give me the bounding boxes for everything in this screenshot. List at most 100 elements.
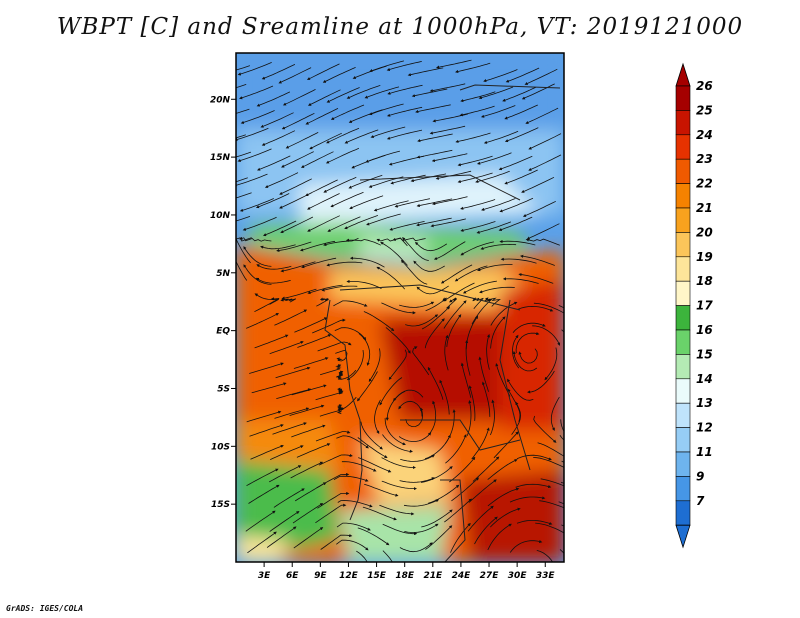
lat-tick-label: 15N (210, 153, 231, 163)
streamline (421, 509, 453, 528)
streamline (478, 86, 514, 100)
streamline (337, 500, 373, 508)
streamline (239, 198, 274, 212)
streamline (264, 172, 299, 188)
streamline (275, 366, 311, 379)
streamline (300, 151, 334, 168)
streamline (240, 110, 275, 124)
borders (324, 84, 561, 562)
streamline (487, 459, 518, 480)
colorbar-segment (675, 232, 691, 258)
field-light-green (360, 235, 430, 262)
streamline (454, 265, 488, 282)
lon-tick-label: 6E (286, 571, 299, 581)
streamline (490, 399, 495, 436)
border-sahel (359, 174, 521, 201)
streamline (260, 112, 294, 128)
map-axes: 20N 15N 10N 5N EQ 5S 10S 15S 3E 6E 9E 12E 15E 18E 21E 2… (210, 95, 556, 581)
streamline (487, 523, 512, 551)
streamline (471, 298, 493, 325)
streamline (333, 300, 368, 307)
streamline (518, 348, 538, 364)
streamline (474, 516, 498, 545)
streamline (246, 468, 279, 487)
field-sw-pale (236, 535, 290, 562)
colorbar-segment (675, 85, 691, 111)
streamline (293, 357, 329, 369)
streamline (322, 67, 356, 83)
streamline (467, 505, 494, 532)
streamline (528, 154, 562, 171)
streamline (533, 415, 557, 443)
streamline (269, 510, 300, 532)
streamline (443, 282, 475, 302)
streamline (246, 313, 280, 329)
streamline (236, 216, 251, 222)
streamline (344, 129, 379, 144)
streamline (468, 479, 497, 503)
streamline (362, 506, 397, 521)
streamlines (236, 59, 564, 562)
streamline (326, 127, 360, 144)
streamline (327, 216, 361, 232)
streamline (439, 379, 450, 415)
streamline (487, 487, 520, 507)
streamline (306, 63, 340, 80)
field-north (236, 53, 564, 150)
streamline (364, 86, 400, 99)
streamline (428, 400, 437, 435)
streamline (445, 409, 456, 444)
streamline (560, 419, 564, 433)
streamline (465, 339, 471, 376)
streamline (319, 364, 342, 376)
colorbar-label: 14 (696, 372, 713, 386)
streamline (509, 539, 543, 553)
streamline (483, 297, 501, 307)
streamline (281, 151, 314, 168)
streamline (307, 89, 341, 106)
streamline (255, 277, 291, 284)
streamline (280, 216, 314, 233)
colorbar-label: 20 (696, 225, 713, 239)
streamline (243, 264, 272, 285)
streamline (236, 127, 269, 141)
streamline (399, 301, 435, 308)
streamline (481, 381, 491, 417)
streamline (481, 198, 516, 211)
streamline (480, 243, 517, 250)
streamline (305, 179, 338, 196)
streamline (499, 197, 534, 213)
colorbar-segment (675, 207, 691, 233)
streamline (357, 527, 390, 546)
streamline (444, 334, 449, 371)
streamline (317, 341, 352, 352)
streamline (349, 195, 384, 209)
streamline (381, 457, 416, 470)
streamline (358, 333, 371, 366)
streamline (536, 550, 553, 562)
streamline (236, 192, 252, 199)
colorbar-label: 26 (696, 79, 713, 93)
streamline (344, 215, 379, 230)
streamline (404, 523, 439, 533)
streamline (330, 191, 364, 208)
streamline (337, 387, 343, 395)
streamline (323, 176, 357, 193)
streamline (280, 298, 297, 303)
streamline (336, 435, 369, 449)
streamline (445, 434, 467, 464)
streamline (499, 239, 536, 246)
streamline (561, 460, 564, 463)
lat-tick-label: 10N (210, 211, 231, 221)
streamline (425, 525, 453, 550)
streamline (382, 523, 418, 536)
colorbar-segment (675, 110, 691, 136)
border-equatorial (339, 284, 521, 311)
streamline (535, 522, 564, 534)
streamline (446, 314, 462, 347)
streamline (500, 257, 537, 264)
streamline (279, 178, 312, 195)
streamline (239, 236, 272, 242)
streamline (370, 126, 406, 139)
streamline (274, 407, 310, 419)
